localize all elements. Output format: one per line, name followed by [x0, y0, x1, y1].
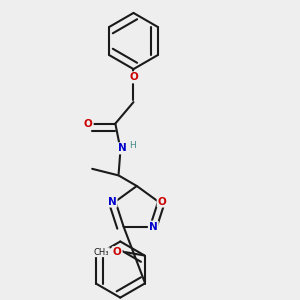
Text: O: O: [129, 72, 138, 82]
Text: CH₃: CH₃: [94, 248, 110, 257]
Text: O: O: [113, 247, 122, 257]
Text: H: H: [130, 141, 136, 150]
Text: O: O: [158, 196, 167, 206]
Text: O: O: [84, 118, 93, 129]
Text: N: N: [108, 196, 116, 206]
Text: N: N: [149, 222, 158, 232]
Text: N: N: [118, 143, 126, 153]
